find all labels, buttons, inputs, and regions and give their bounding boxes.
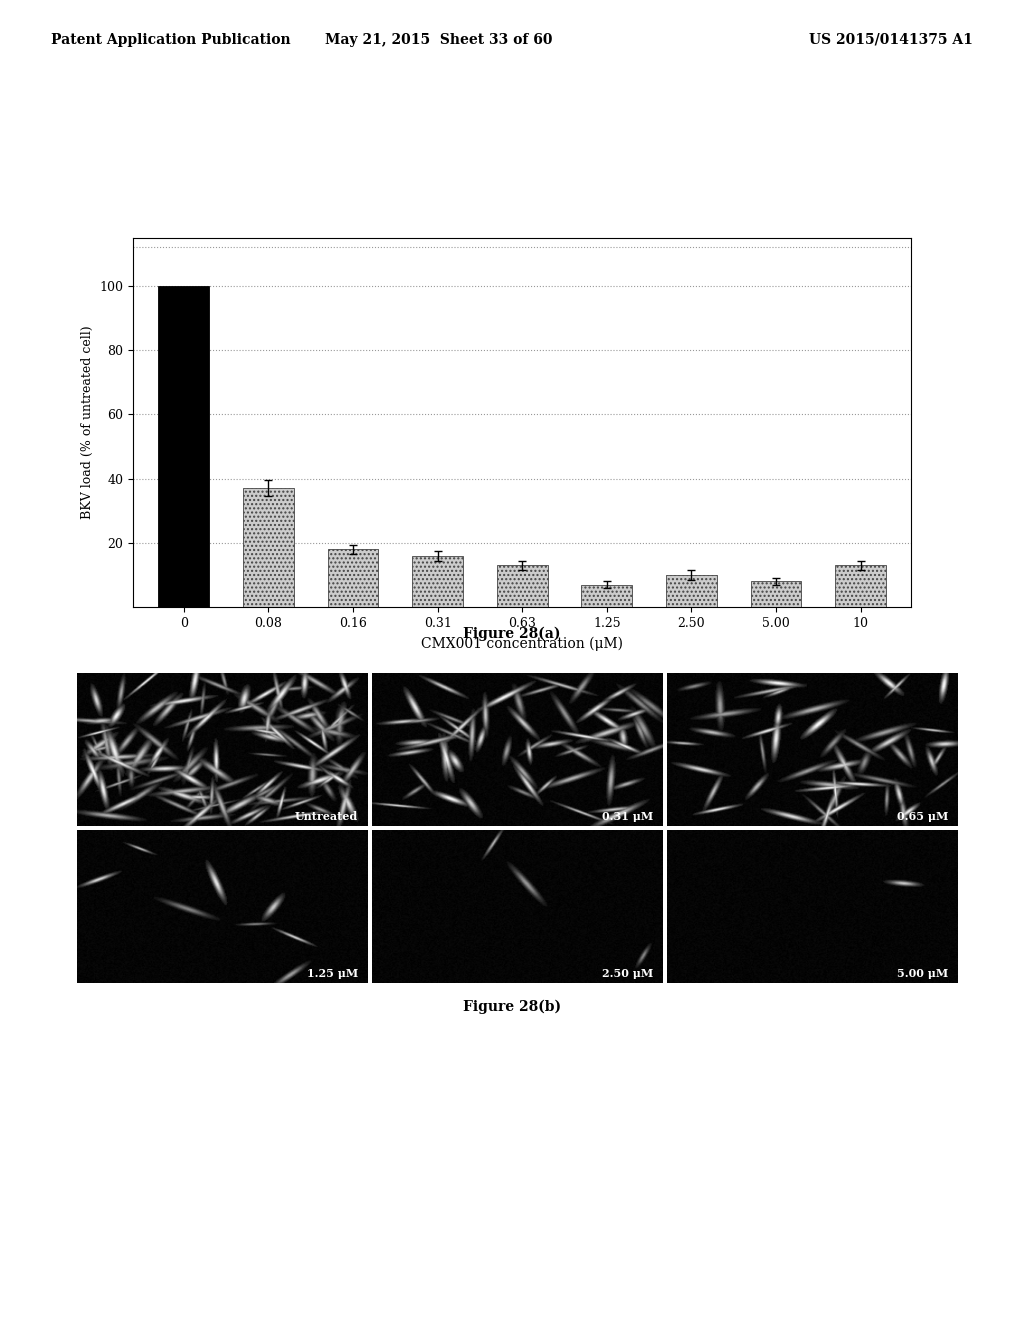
Bar <box>666 576 717 607</box>
Bar <box>582 585 632 607</box>
Text: 0.65 μM: 0.65 μM <box>897 810 948 822</box>
Text: Untreated: Untreated <box>295 810 358 822</box>
Text: Figure 28(b): Figure 28(b) <box>463 999 561 1014</box>
Bar <box>497 565 548 607</box>
Text: 2.50 μM: 2.50 μM <box>602 968 653 979</box>
Text: 1.25 μM: 1.25 μM <box>307 968 358 979</box>
Text: 0.31 μM: 0.31 μM <box>602 810 653 822</box>
Text: US 2015/0141375 A1: US 2015/0141375 A1 <box>809 33 973 46</box>
Text: Figure 28(a): Figure 28(a) <box>463 627 561 640</box>
Bar <box>836 565 886 607</box>
Bar <box>751 582 802 607</box>
Bar <box>328 549 379 607</box>
Text: May 21, 2015  Sheet 33 of 60: May 21, 2015 Sheet 33 of 60 <box>325 33 552 46</box>
Y-axis label: BKV load (% of untreated cell): BKV load (% of untreated cell) <box>81 326 94 519</box>
Bar <box>159 286 209 607</box>
Text: 5.00 μM: 5.00 μM <box>897 968 948 979</box>
Text: Patent Application Publication: Patent Application Publication <box>51 33 291 46</box>
X-axis label: CMX001 concentration (μM): CMX001 concentration (μM) <box>421 636 624 651</box>
Bar <box>243 488 294 607</box>
Bar <box>413 556 463 607</box>
